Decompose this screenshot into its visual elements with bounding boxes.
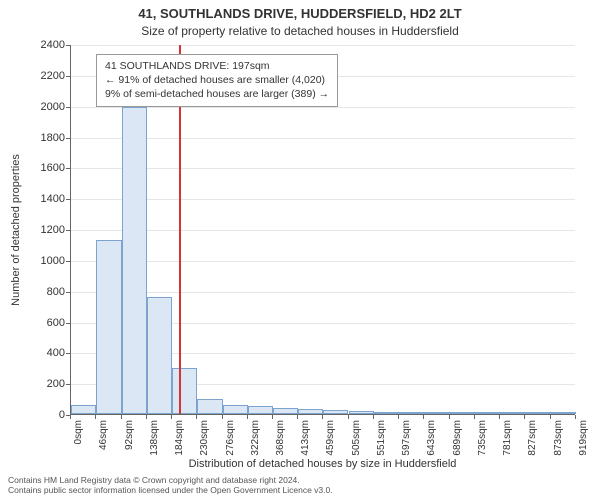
x-tick-mark [348,415,349,419]
histogram-bar [323,410,348,414]
x-tick-mark [474,415,475,419]
footer-line-2: Contains public sector information licen… [8,485,333,496]
x-tick-mark [423,415,424,419]
y-tick-label: 1000 [25,255,65,267]
y-tick-mark [66,292,70,293]
y-tick-mark [66,261,70,262]
footer-line-1: Contains HM Land Registry data © Crown c… [8,475,333,486]
x-tick-label: 46sqm [98,420,109,450]
histogram-bar [424,412,449,414]
x-tick-label: 689sqm [452,420,463,456]
x-tick-label: 230sqm [199,420,210,456]
x-tick-label: 92sqm [124,420,135,450]
x-tick-mark [322,415,323,419]
x-axis-label: Distribution of detached houses by size … [70,458,575,470]
histogram-bar [500,412,525,414]
x-tick-label: 781sqm [502,420,513,456]
x-tick-mark [196,415,197,419]
x-tick-label: 413sqm [300,420,311,456]
histogram-bar [551,412,576,414]
y-tick-mark [66,168,70,169]
x-tick-label: 873sqm [553,420,564,456]
histogram-bar [96,240,121,414]
y-axis-label: Number of detached properties [10,45,22,415]
y-tick-label: 200 [25,378,65,390]
chart-subtitle: Size of property relative to detached ho… [0,24,600,38]
x-tick-label: 459sqm [325,420,336,456]
x-tick-mark [575,415,576,419]
x-tick-mark [146,415,147,419]
y-tick-mark [66,76,70,77]
x-tick-mark [550,415,551,419]
histogram-bar [172,368,197,414]
histogram-bar [298,409,323,414]
y-tick-label: 2400 [25,39,65,51]
x-tick-mark [70,415,71,419]
histogram-bar [71,405,96,414]
x-tick-mark [499,415,500,419]
histogram-bar [122,107,147,414]
x-tick-mark [247,415,248,419]
x-tick-label: 597sqm [401,420,412,456]
x-tick-mark [95,415,96,419]
x-tick-label: 643sqm [426,420,437,456]
x-tick-label: 368sqm [275,420,286,456]
x-tick-label: 919sqm [578,420,589,456]
y-tick-label: 1400 [25,193,65,205]
gridline [71,45,575,46]
y-tick-label: 2200 [25,70,65,82]
x-tick-mark [121,415,122,419]
x-tick-label: 322sqm [250,420,261,456]
histogram-bar [399,412,424,414]
y-tick-label: 1200 [25,224,65,236]
histogram-bar [525,412,550,414]
histogram-bar [248,406,273,414]
annotation-line-1: 41 SOUTHLANDS DRIVE: 197sqm [105,59,329,73]
y-tick-mark [66,107,70,108]
x-tick-mark [524,415,525,419]
histogram-bar [223,405,248,414]
x-tick-mark [222,415,223,419]
footer-attribution: Contains HM Land Registry data © Crown c… [8,475,333,496]
x-tick-label: 735sqm [477,420,488,456]
histogram-bar [450,412,475,414]
x-tick-label: 184sqm [174,420,185,456]
histogram-bar [349,411,374,414]
x-tick-mark [398,415,399,419]
x-tick-label: 0sqm [73,420,84,444]
chart-title: 41, SOUTHLANDS DRIVE, HUDDERSFIELD, HD2 … [0,6,600,21]
annotation-line-2: ← 91% of detached houses are smaller (4,… [105,73,329,87]
x-tick-label: 551sqm [376,420,387,456]
histogram-bar [374,412,399,414]
y-tick-mark [66,138,70,139]
x-tick-label: 276sqm [225,420,236,456]
histogram-bar [147,297,172,414]
y-tick-label: 400 [25,347,65,359]
y-tick-label: 2000 [25,101,65,113]
x-tick-label: 138sqm [149,420,160,456]
x-tick-label: 827sqm [527,420,538,456]
x-tick-mark [297,415,298,419]
x-tick-mark [171,415,172,419]
x-tick-mark [373,415,374,419]
histogram-bar [197,399,222,414]
x-tick-mark [272,415,273,419]
annotation-box: 41 SOUTHLANDS DRIVE: 197sqm ← 91% of det… [96,54,338,107]
histogram-bar [475,412,500,414]
y-tick-mark [66,199,70,200]
y-tick-mark [66,323,70,324]
y-tick-mark [66,384,70,385]
x-tick-mark [449,415,450,419]
y-tick-mark [66,230,70,231]
y-tick-label: 1600 [25,162,65,174]
y-tick-label: 1800 [25,132,65,144]
y-tick-label: 0 [25,409,65,421]
y-tick-mark [66,353,70,354]
annotation-line-3: 9% of semi-detached houses are larger (3… [105,87,329,101]
y-tick-label: 600 [25,317,65,329]
x-tick-label: 505sqm [351,420,362,456]
y-tick-mark [66,45,70,46]
histogram-bar [273,408,298,414]
y-tick-label: 800 [25,286,65,298]
